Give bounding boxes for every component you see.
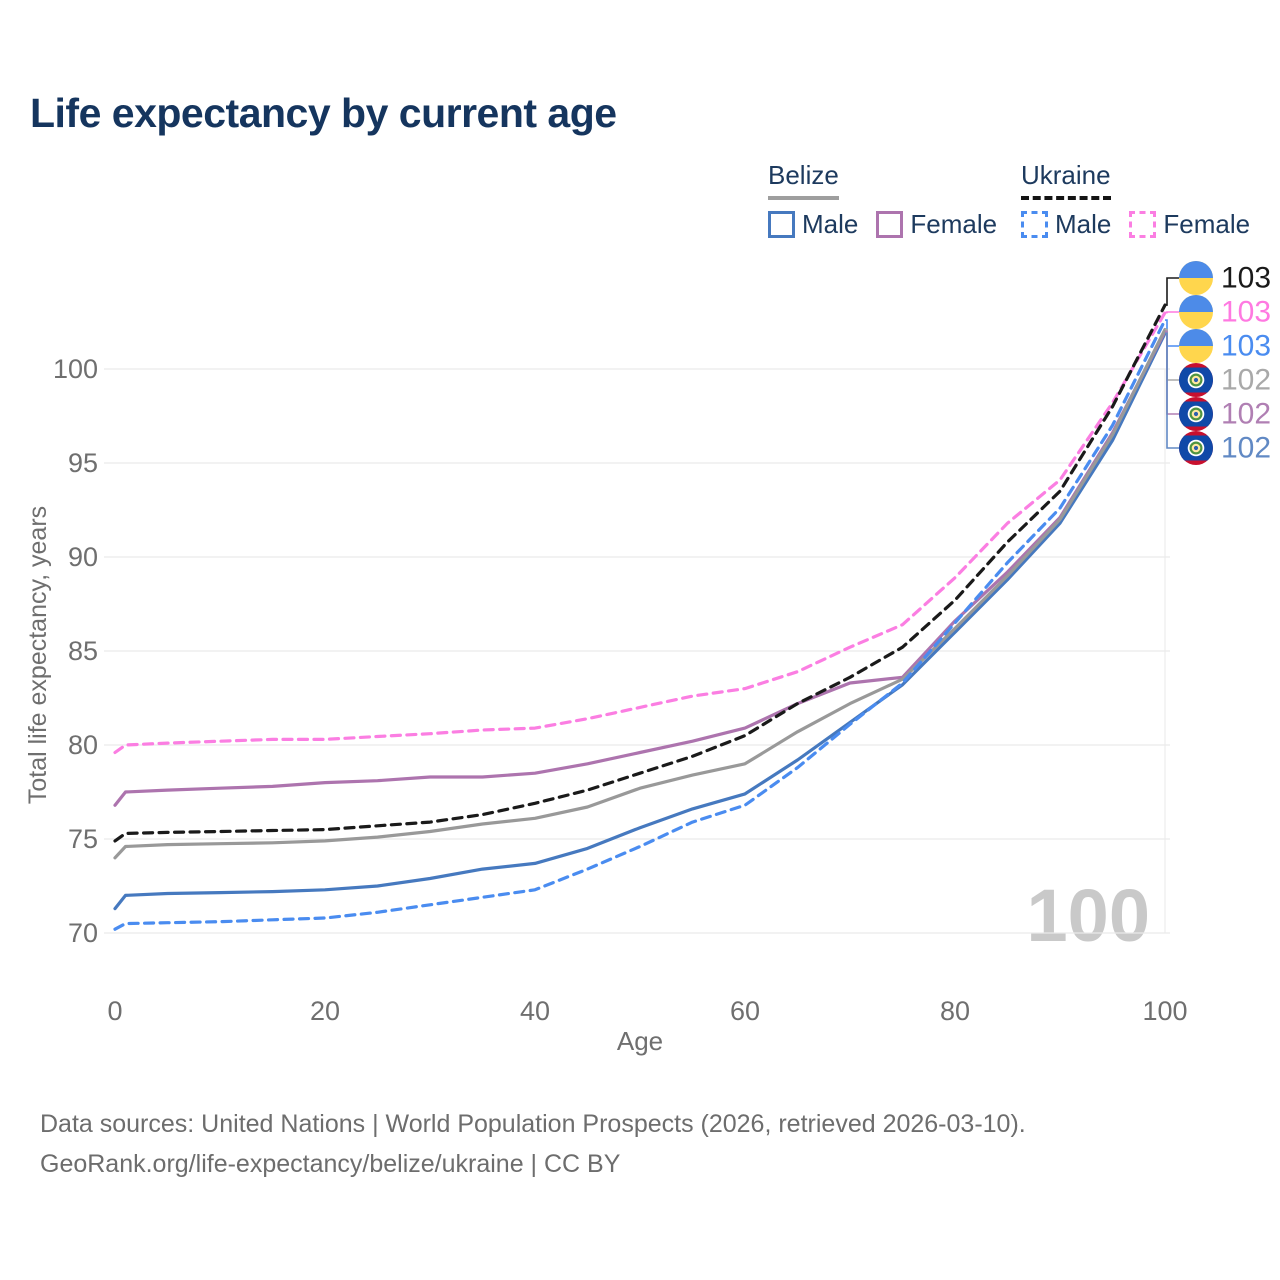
end-label-leader-line — [1165, 332, 1179, 449]
y-tick-label: 90 — [68, 542, 98, 572]
x-tick-label: 20 — [310, 996, 340, 1026]
page-title: Life expectancy by current age — [30, 90, 617, 136]
chart-legend: Belize Male Female Ukraine Male — [0, 160, 1280, 250]
ukraine-male-swatch-icon — [1021, 211, 1048, 238]
legend-item-belize-female: Female — [876, 209, 997, 240]
footer-data-sources: Data sources: United Nations | World Pop… — [40, 1110, 1026, 1138]
legend-item-ukraine-female: Female — [1129, 209, 1250, 240]
legend-group-label-belize: Belize — [768, 160, 839, 200]
end-label-value: 102 — [1221, 364, 1271, 397]
x-tick-label: 40 — [520, 996, 550, 1026]
x-tick-label: 100 — [1142, 996, 1187, 1026]
ukraine-female-swatch-icon — [1129, 211, 1157, 238]
legend-group-ukraine: Ukraine Male Female — [1021, 160, 1268, 240]
y-axis-title: Total life expectancy, years — [24, 506, 52, 804]
end-label-value: 103 — [1221, 330, 1271, 363]
belize-male-swatch-icon — [768, 211, 795, 238]
legend-group-belize: Belize Male Female — [768, 160, 1015, 240]
x-tick-label: 60 — [730, 996, 760, 1026]
series-line-belize-total — [113, 327, 1167, 860]
series-line-belize-female — [113, 329, 1167, 807]
y-tick-label: 70 — [68, 918, 98, 948]
end-label-leader-line — [1165, 311, 1179, 314]
series-line-ukraine-total — [113, 303, 1167, 843]
belize-flag-icon — [1179, 363, 1213, 397]
ukraine-flag-icon — [1179, 261, 1213, 295]
belize-flag-icon — [1179, 397, 1213, 431]
end-label-value: 102 — [1221, 398, 1271, 431]
series-line-ukraine-female — [113, 311, 1167, 755]
age-watermark: 100 — [1027, 874, 1150, 957]
legend-group-label-ukraine: Ukraine — [1021, 160, 1111, 200]
series-line-ukraine-male — [113, 318, 1167, 931]
end-label-leader-line — [1165, 277, 1179, 306]
legend-item-ukraine-male: Male — [1021, 209, 1111, 240]
y-tick-label: 95 — [68, 448, 98, 478]
legend-item-belize-male: Male — [768, 209, 858, 240]
belize-female-swatch-icon — [876, 211, 904, 238]
y-tick-label: 100 — [53, 354, 98, 384]
y-tick-label: 85 — [68, 636, 98, 666]
end-label-value: 103 — [1221, 262, 1271, 295]
footer-attribution: Data sources: United Nations | World Pop… — [40, 1104, 1026, 1184]
ukraine-flag-icon — [1179, 329, 1213, 363]
ukraine-flag-icon — [1179, 295, 1213, 329]
end-label-value: 102 — [1221, 432, 1271, 465]
x-axis-title: Age — [617, 1026, 663, 1056]
y-tick-label: 80 — [68, 730, 98, 760]
x-tick-label: 80 — [940, 996, 970, 1026]
x-tick-label: 0 — [107, 996, 122, 1026]
y-tick-label: 75 — [68, 824, 98, 854]
end-label-value: 103 — [1221, 296, 1271, 329]
belize-flag-icon — [1179, 431, 1213, 465]
series-line-belize-male — [113, 331, 1167, 911]
footer-url-license: GeoRank.org/life-expectancy/belize/ukrai… — [40, 1150, 621, 1178]
